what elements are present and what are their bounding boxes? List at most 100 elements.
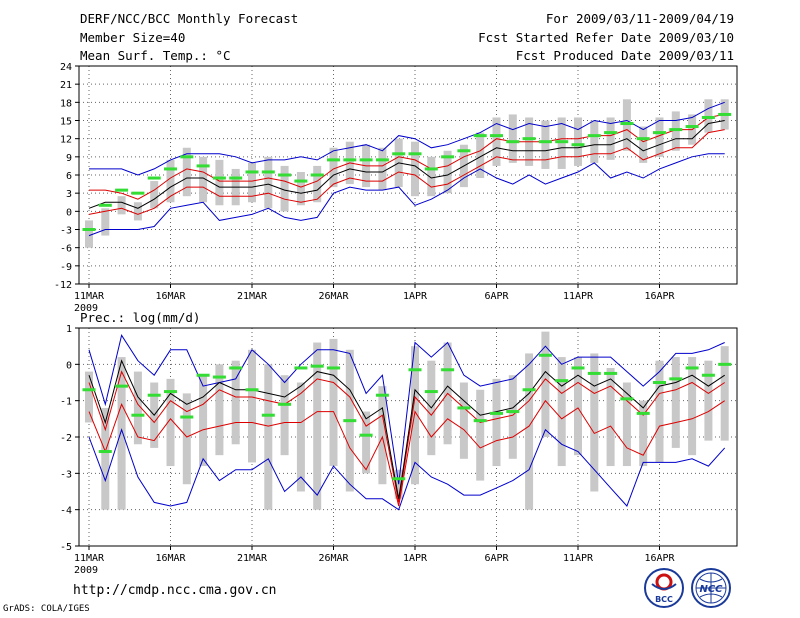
x-tick-label: 6APR — [484, 553, 509, 564]
median-marker — [555, 379, 569, 383]
spread-box — [427, 156, 436, 197]
x-tick-label: 26MAR — [318, 291, 349, 302]
lower-inner-line — [88, 129, 725, 215]
plot-frame — [78, 65, 738, 285]
median-marker — [131, 413, 145, 417]
median-marker — [457, 406, 471, 410]
y-tick-label: 0 — [66, 207, 72, 218]
spread-box — [459, 382, 468, 459]
x-tick-label: 16APR — [644, 553, 675, 564]
median-marker — [538, 140, 552, 144]
x-tick-label: 11MAR — [74, 553, 105, 564]
bcc-logo-text: BCC — [655, 595, 673, 604]
y-tick-label: -3 — [60, 226, 72, 237]
median-marker — [359, 158, 373, 162]
median-marker — [522, 137, 536, 141]
median-marker — [701, 115, 715, 119]
median-marker — [636, 137, 650, 141]
spread-box — [378, 147, 387, 191]
y-tick-label: 6 — [66, 171, 72, 182]
spread-box — [655, 117, 664, 157]
grads-credit: GrADS: COLA/IGES — [3, 604, 90, 614]
median-marker — [718, 362, 732, 366]
spread-box — [280, 165, 289, 212]
x-tick-label: 16MAR — [155, 553, 186, 564]
median-marker — [424, 390, 438, 394]
median-marker — [245, 388, 259, 392]
spread-box — [166, 159, 175, 203]
member-size-label: Member Size=40 — [80, 30, 186, 45]
x-year-label: 2009 — [74, 565, 98, 576]
median-marker — [653, 131, 666, 135]
spread-box — [264, 364, 273, 510]
spread-box — [362, 411, 371, 474]
spread-box — [704, 99, 713, 133]
median-marker — [685, 366, 699, 370]
x-year-label: 2009 — [74, 303, 98, 314]
spread-box — [101, 208, 110, 236]
x-tick-label: 11MAR — [74, 291, 105, 302]
spread-box — [215, 159, 224, 206]
spread-box — [411, 346, 419, 485]
x-tick-label: 1APR — [403, 291, 428, 302]
median-marker — [571, 366, 585, 370]
median-marker — [604, 131, 618, 135]
median-marker — [571, 143, 585, 147]
median-marker — [620, 122, 634, 126]
median-marker — [343, 158, 357, 162]
spread-box — [606, 117, 615, 160]
median-marker — [490, 411, 503, 415]
median-marker — [180, 155, 194, 159]
y-tick-label: -5 — [60, 542, 72, 553]
spread-box — [215, 364, 224, 456]
spread-box — [443, 150, 452, 194]
spread-box — [590, 353, 599, 492]
median-marker — [278, 402, 292, 406]
spread-box — [101, 407, 110, 510]
spread-box — [704, 360, 713, 441]
median-marker — [229, 366, 243, 370]
median-marker — [408, 152, 422, 156]
spread-box — [166, 378, 175, 467]
median-marker — [131, 191, 145, 195]
median-marker — [98, 450, 112, 454]
lower-inner-line — [88, 399, 725, 507]
y-tick-label: 24 — [60, 62, 72, 73]
spread-box — [329, 338, 338, 467]
y-tick-label: -4 — [60, 506, 72, 517]
median-marker — [375, 393, 389, 397]
y-tick-label: 3 — [66, 189, 72, 200]
y-tick-label: -2 — [60, 433, 72, 444]
median-marker — [604, 371, 618, 375]
y-tick-label: 18 — [60, 98, 72, 109]
y-tick-label: -12 — [54, 280, 72, 291]
source-url[interactable]: http://cmdp.ncc.cma.gov.cn — [73, 583, 277, 598]
x-tick-label: 1APR — [403, 553, 428, 564]
upper-outer-line — [88, 334, 725, 485]
median-marker — [261, 170, 275, 174]
spread-box — [133, 202, 142, 221]
y-tick-label: 12 — [60, 135, 72, 146]
bcc-logo: BCC — [644, 568, 684, 608]
spread-box — [117, 196, 126, 215]
x-tick-label: 16MAR — [155, 291, 186, 302]
median-marker — [82, 388, 96, 392]
x-tick-label: 11APR — [563, 291, 594, 302]
y-tick-label: 15 — [60, 117, 72, 128]
spread-box — [313, 342, 322, 510]
spread-box — [525, 353, 534, 510]
median-marker — [294, 179, 308, 183]
spread-box — [557, 357, 566, 467]
median-marker — [636, 411, 650, 415]
temperature-panel: 11MAR 16MAR 21MAR 26MAR 1APR 6APR 11APR 16APR 20… — [54, 62, 738, 314]
median-marker — [441, 368, 455, 372]
spread-box — [411, 141, 419, 197]
ncc-logo-text: NCC — [699, 584, 723, 595]
median-marker — [701, 373, 715, 377]
ensemble-mean-line — [88, 359, 725, 499]
spread-box — [329, 147, 338, 188]
spread-box — [639, 400, 648, 467]
forecast-start-date: Fcst Started Refer Date 2009/03/10 — [478, 30, 734, 45]
median-marker — [392, 152, 406, 156]
